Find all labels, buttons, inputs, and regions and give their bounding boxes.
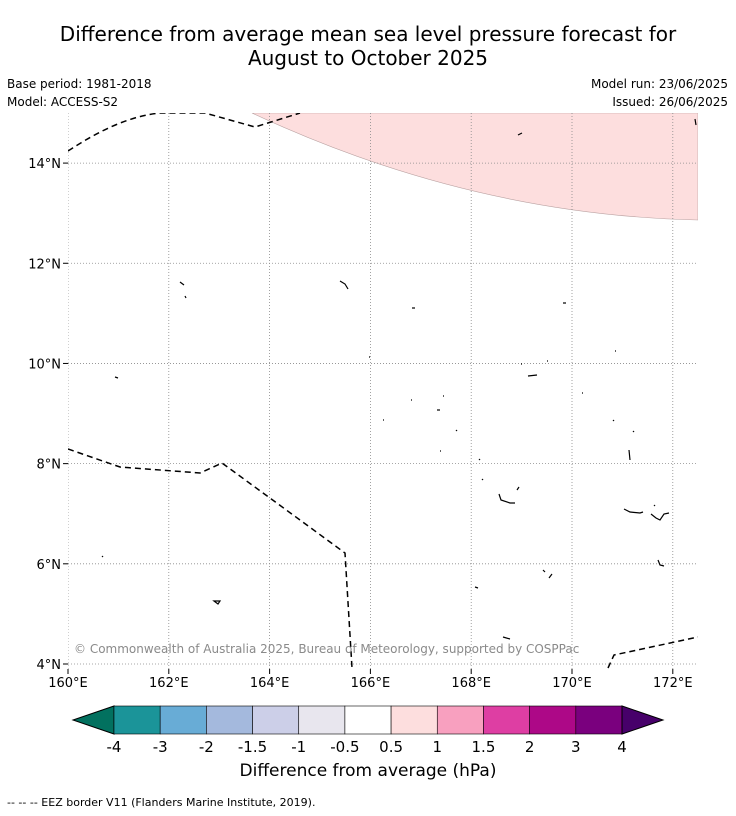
colorbar-label: -3 xyxy=(153,738,168,756)
colorbar-segment xyxy=(206,705,253,735)
lon-tick-label: 162°E xyxy=(149,676,189,691)
title-line-2: August to October 2025 xyxy=(247,46,489,70)
island xyxy=(478,458,481,461)
island xyxy=(542,569,546,573)
colorbar-segment xyxy=(113,705,161,735)
colorbar-label: -4 xyxy=(107,738,122,756)
colorbar-segment xyxy=(483,705,530,735)
issued-date: Issued: 26/06/2025 xyxy=(612,95,728,109)
eez-legend-note: -- -- -- EEZ border V11 (Flanders Marine… xyxy=(7,796,316,809)
axis-labels: 160°E 162°E 164°E 166°E 168°E 170°E 172°E 14°N 1… xyxy=(28,157,692,691)
model-run: Model run: 23/06/2025 xyxy=(590,77,728,91)
lat-tick-label: 4°N xyxy=(37,658,62,673)
lon-tick-label: 166°E xyxy=(351,676,391,691)
colorbar-segment xyxy=(529,705,577,735)
island xyxy=(694,118,697,126)
grid-lines xyxy=(68,113,698,669)
island xyxy=(502,636,511,640)
map-title: Difference from average mean sea level p… xyxy=(0,22,736,70)
island xyxy=(650,512,670,521)
colorbar-label: 0.5 xyxy=(379,738,403,756)
lat-tick-label: 6°N xyxy=(37,558,62,573)
island xyxy=(527,374,538,377)
island xyxy=(498,493,515,504)
colorbar-segment xyxy=(344,705,392,735)
island xyxy=(339,280,349,290)
island xyxy=(212,600,222,605)
island xyxy=(481,478,484,481)
island xyxy=(474,586,479,589)
lat-tick-label: 14°N xyxy=(28,157,61,172)
meta-left: Base period: 1981-2018 Model: ACCESS-S2 xyxy=(7,75,152,111)
colorbar-segment xyxy=(575,705,623,735)
model-name: Model: ACCESS-S2 xyxy=(7,95,119,109)
colorbar-label: 4 xyxy=(617,738,627,756)
positive-anomaly-region xyxy=(251,113,698,221)
colorbar-extend-low xyxy=(71,705,115,735)
colorbar-segment xyxy=(252,705,300,735)
colorbar-segment xyxy=(298,705,346,735)
base-period: Base period: 1981-2018 xyxy=(7,77,152,91)
colorbar-label: -1.5 xyxy=(238,738,267,756)
colorbar: -4 -3 -2 -1.5 -1 -0.5 0.5 1 1.5 2 3 4 xyxy=(71,705,665,756)
colorbar-label: -1 xyxy=(291,738,306,756)
colorbar-segment xyxy=(159,705,207,735)
island xyxy=(548,573,553,579)
colorbar-label: 1 xyxy=(432,738,442,756)
island xyxy=(516,486,520,491)
map-panel: © Commonwealth of Australia 2025, Bureau… xyxy=(68,113,698,669)
lat-tick-label: 10°N xyxy=(28,357,61,372)
colorbar-title: Difference from average (hPa) xyxy=(239,761,497,781)
island xyxy=(179,281,185,286)
lon-tick-label: 168°E xyxy=(451,676,491,691)
colorbar-label: 2 xyxy=(525,738,535,756)
eez-border-west xyxy=(68,448,353,669)
eez-border-southeast xyxy=(607,636,698,669)
island xyxy=(623,508,644,514)
island xyxy=(632,430,635,433)
island xyxy=(657,559,665,567)
title-line-1: Difference from average mean sea level p… xyxy=(59,22,677,46)
island xyxy=(517,132,523,136)
meta-right: Model run: 23/06/2025 Issued: 26/06/2025 xyxy=(591,75,728,111)
colorbar-label: 1.5 xyxy=(472,738,496,756)
lon-tick-label: 172°E xyxy=(653,676,693,691)
colorbar-label: 3 xyxy=(571,738,581,756)
colorbar-segment xyxy=(436,705,484,735)
islands xyxy=(101,118,697,640)
colorbar-segment xyxy=(390,705,438,735)
lon-tick-label: 160°E xyxy=(48,676,88,691)
copyright-text: © Commonwealth of Australia 2025, Bureau… xyxy=(74,642,579,656)
lat-tick-label: 12°N xyxy=(28,257,61,272)
lon-tick-label: 164°E xyxy=(250,676,290,691)
island xyxy=(628,449,631,461)
colorbar-label: -0.5 xyxy=(330,738,359,756)
lat-tick-label: 8°N xyxy=(37,458,62,473)
island xyxy=(612,419,615,422)
island xyxy=(184,295,187,299)
island xyxy=(114,376,119,379)
island xyxy=(455,429,458,432)
island xyxy=(101,555,104,558)
lon-tick-label: 170°E xyxy=(552,676,592,691)
eez-border-lines xyxy=(68,113,698,669)
colorbar-extend-high xyxy=(621,705,665,735)
colorbar-label: -2 xyxy=(199,738,214,756)
island xyxy=(653,504,656,507)
